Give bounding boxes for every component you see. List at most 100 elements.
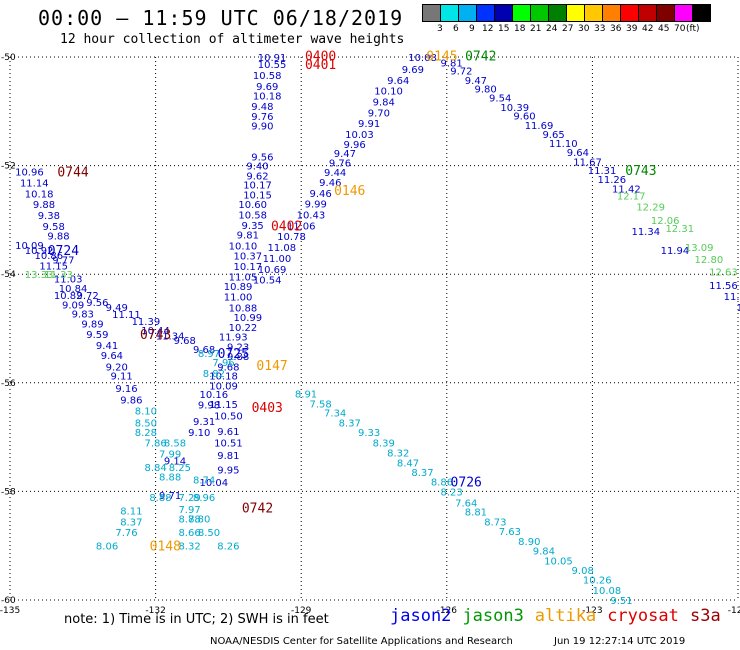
scale-value-label: 3: [437, 24, 443, 34]
swh-value: 11.14: [20, 178, 49, 189]
swh-value: 9.91: [358, 119, 380, 130]
swh-value: 9.72: [77, 291, 99, 302]
swh-value: 8.47: [397, 459, 419, 470]
swh-value: 9.09: [62, 301, 84, 312]
swh-value: 9.84: [533, 547, 555, 558]
swh-value: 9.81: [237, 231, 259, 242]
swh-value: 8.78: [178, 515, 200, 526]
swh-value: 11.31: [588, 166, 617, 177]
scale-value-label: 15: [498, 24, 510, 34]
swh-value: 9.68: [174, 336, 196, 347]
swh-value: 9.59: [86, 330, 108, 341]
swh-value: 9.46: [319, 178, 341, 189]
swh-value: 10.89: [224, 282, 253, 293]
swh-value: 11.56: [709, 281, 738, 292]
scale-value-label: 70: [674, 24, 686, 34]
swh-value: 10.55: [258, 60, 287, 71]
swh-value: 11.10: [549, 139, 578, 150]
time-marker: 0724: [48, 244, 79, 259]
swh-value: 11.94: [661, 246, 690, 257]
swh-value: 9.38: [38, 211, 60, 222]
time-marker: 0147: [256, 359, 287, 374]
swh-value: 8.26: [217, 542, 239, 553]
swh-value: 9.88: [33, 200, 55, 211]
swh-value: 10.86: [35, 251, 64, 262]
swh-value: 10.82: [54, 291, 83, 302]
swh-value: 11.03: [54, 275, 83, 286]
swh-value: 8.58: [164, 439, 186, 450]
swh-value: 9.48: [251, 102, 273, 113]
swh-value: 9.14: [164, 456, 186, 467]
swh-value: 8.80: [188, 515, 210, 526]
swh-value: 9.88: [227, 352, 249, 363]
swh-value: 11.08: [267, 243, 296, 254]
lon-tick-label: -120: [728, 606, 740, 616]
scale-value-label: 36: [610, 24, 622, 34]
time-marker: 0743: [625, 164, 656, 179]
swh-value: 7.29: [178, 493, 200, 504]
swh-value: 9.58: [43, 222, 65, 233]
swh-value: 11.39: [132, 317, 161, 328]
swh-value: 9.08: [572, 566, 594, 577]
scale-value-label: 24: [546, 24, 558, 34]
swh-value: 9.81: [441, 58, 463, 69]
swh-value: 10.10: [229, 241, 258, 252]
legend-cryosat: cryosat: [607, 606, 679, 626]
swh-value: 8.74: [193, 475, 215, 486]
swh-value: 7.58: [309, 399, 331, 410]
time-marker: 0145: [426, 49, 457, 64]
swh-value: 10.58: [253, 71, 282, 82]
swh-value: 9.96: [343, 140, 365, 151]
time-marker: 0401: [305, 58, 336, 73]
swh-value: 10.16: [200, 390, 229, 401]
swh-value: 10.22: [229, 323, 258, 334]
swh-value: 9.65: [542, 130, 564, 141]
swh-value: 9.62: [246, 171, 268, 182]
swh-value: 9.41: [96, 341, 118, 352]
swh-value: 9.76: [329, 158, 351, 169]
lon-tick-label: -132: [145, 606, 165, 616]
lat-tick-label: -50: [1, 53, 16, 63]
swh-value: 8.37: [411, 468, 433, 479]
swh-value: 9.95: [217, 466, 239, 477]
swh-value: 9.47: [465, 76, 487, 87]
swh-value: 7.86: [144, 439, 166, 450]
swh-value: 8.06: [96, 542, 118, 553]
footer-timestamp: Jun 19 12:27:14 UTC 2019: [554, 636, 686, 647]
scale-value-label: 27: [562, 24, 574, 34]
swh-value: 9.80: [474, 84, 496, 95]
color-scale-bar: [422, 4, 711, 22]
swh-value: 8.66: [178, 528, 200, 539]
scale-value-label: 30: [578, 24, 590, 34]
swh-value: 8.90: [518, 537, 540, 548]
swh-value: 10.44: [141, 326, 170, 337]
swh-value: 8.82: [203, 369, 225, 380]
lon-tick-label: -135: [0, 606, 20, 616]
swh-value: 9.64: [387, 76, 409, 87]
swh-value: 7.64: [455, 498, 477, 509]
swh-value: 11.34: [631, 227, 660, 238]
swh-value: 12.17: [617, 191, 646, 202]
swh-value: 11.06: [287, 221, 316, 232]
swh-value: 9.16: [115, 384, 137, 395]
swh-value: 10.17: [243, 181, 272, 192]
scale-value-label: 33: [594, 24, 606, 34]
swh-value: 11.69: [525, 121, 554, 132]
swh-value: 9.20: [106, 363, 128, 374]
swh-value: 11.05: [229, 272, 258, 283]
time-marker: 0402: [271, 219, 302, 234]
swh-value: 11.2: [737, 303, 740, 314]
swh-value: 11.00: [263, 254, 292, 265]
swh-value: 7.63: [499, 527, 521, 538]
scale-value-label: 39: [626, 24, 638, 34]
swh-value: 9.88: [47, 232, 69, 243]
swh-value: 7.34: [324, 409, 346, 420]
swh-value: 11.26: [597, 175, 626, 186]
legend-s3a: s3a: [690, 606, 721, 626]
swh-value: 9.86: [120, 396, 142, 407]
scale-value-label: 45: [658, 24, 670, 34]
page-title: 00:00 – 11:59 UTC 06/18/2019: [38, 6, 404, 30]
swh-value: 9.11: [110, 372, 132, 383]
swh-value: 10.03: [345, 130, 374, 141]
